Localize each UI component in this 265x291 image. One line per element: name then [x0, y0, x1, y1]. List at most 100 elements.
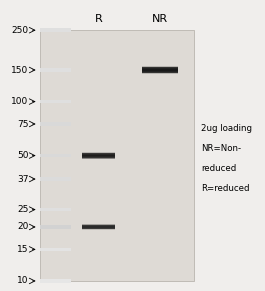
Bar: [82, 154, 116, 157]
Text: 2ug loading: 2ug loading: [201, 124, 252, 133]
Text: 10: 10: [17, 276, 28, 285]
Bar: [142, 69, 178, 72]
Bar: [40, 208, 70, 211]
Bar: [82, 154, 116, 157]
Bar: [40, 248, 70, 251]
Bar: [142, 67, 178, 73]
Bar: [82, 155, 116, 156]
Bar: [142, 69, 178, 71]
Bar: [82, 152, 116, 159]
Bar: [82, 153, 116, 158]
Bar: [82, 226, 116, 228]
Bar: [40, 177, 70, 181]
Bar: [142, 69, 178, 71]
Bar: [142, 68, 178, 72]
Bar: [142, 68, 178, 72]
Bar: [82, 226, 116, 228]
Bar: [82, 154, 116, 157]
Bar: [40, 154, 70, 157]
Text: 100: 100: [11, 97, 28, 106]
Bar: [142, 68, 178, 72]
Bar: [40, 29, 70, 32]
Text: R: R: [95, 14, 103, 24]
Bar: [82, 153, 116, 158]
Bar: [82, 225, 116, 229]
Bar: [82, 154, 116, 157]
Bar: [82, 155, 116, 156]
Bar: [82, 226, 116, 227]
Bar: [82, 224, 116, 230]
Bar: [142, 67, 178, 73]
Bar: [142, 69, 178, 71]
Text: 75: 75: [17, 120, 28, 129]
Bar: [82, 155, 116, 157]
Bar: [82, 226, 116, 228]
Bar: [142, 67, 178, 73]
Bar: [142, 68, 178, 72]
Bar: [82, 152, 116, 159]
Bar: [82, 225, 116, 229]
Bar: [82, 226, 116, 228]
Bar: [82, 154, 116, 157]
Bar: [82, 155, 116, 156]
Text: 250: 250: [11, 26, 28, 35]
Bar: [142, 69, 178, 71]
Bar: [142, 69, 178, 71]
Bar: [82, 155, 116, 156]
Bar: [82, 225, 116, 229]
Text: 20: 20: [17, 222, 28, 231]
Bar: [82, 153, 116, 158]
Text: 50: 50: [17, 151, 28, 160]
Bar: [142, 68, 178, 72]
Bar: [82, 155, 116, 157]
Bar: [82, 153, 116, 158]
Bar: [82, 226, 116, 228]
Bar: [82, 155, 116, 157]
Text: NR=Non-: NR=Non-: [201, 144, 241, 153]
Bar: [82, 153, 116, 158]
Bar: [142, 70, 178, 71]
Bar: [82, 155, 116, 156]
Bar: [82, 153, 116, 158]
Bar: [82, 226, 116, 228]
Bar: [82, 153, 116, 158]
Text: 25: 25: [17, 205, 28, 214]
Bar: [82, 226, 116, 228]
Bar: [82, 225, 116, 229]
Bar: [82, 226, 116, 228]
Bar: [40, 225, 70, 229]
Text: reduced: reduced: [201, 164, 237, 173]
Bar: [82, 225, 116, 229]
Text: NR: NR: [152, 14, 169, 24]
Bar: [82, 225, 116, 229]
Bar: [82, 224, 116, 230]
Bar: [142, 67, 178, 73]
Bar: [142, 68, 178, 72]
Bar: [82, 155, 116, 157]
Bar: [40, 100, 70, 103]
Bar: [142, 67, 178, 73]
Text: 37: 37: [17, 175, 28, 184]
Bar: [82, 225, 116, 229]
Bar: [142, 68, 178, 72]
Bar: [82, 226, 116, 228]
Bar: [142, 67, 178, 74]
Text: 150: 150: [11, 65, 28, 74]
Bar: [142, 67, 178, 73]
Bar: [82, 225, 116, 229]
Bar: [82, 153, 116, 158]
Bar: [142, 68, 178, 72]
Text: 15: 15: [17, 245, 28, 254]
Bar: [40, 122, 70, 126]
FancyBboxPatch shape: [40, 30, 194, 281]
Bar: [82, 152, 116, 159]
Bar: [40, 279, 70, 283]
Bar: [82, 226, 116, 228]
Bar: [142, 66, 178, 74]
Bar: [82, 226, 116, 228]
Bar: [40, 68, 70, 72]
Bar: [82, 225, 116, 229]
Bar: [82, 225, 116, 229]
Bar: [82, 226, 116, 228]
Bar: [82, 226, 116, 228]
